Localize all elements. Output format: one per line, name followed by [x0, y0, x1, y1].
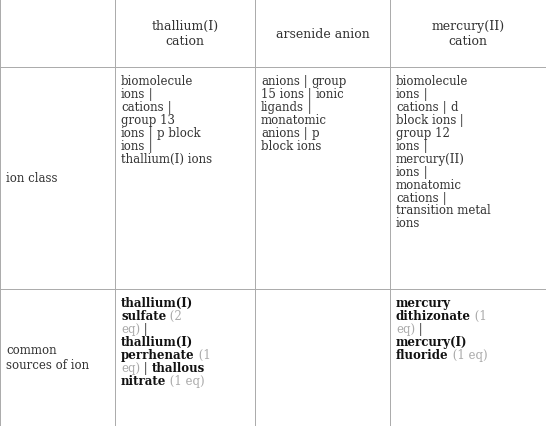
Text: eq): eq) [121, 322, 140, 335]
Text: mercury(II)
cation: mercury(II) cation [431, 20, 505, 48]
Text: |: | [145, 127, 157, 140]
Text: p block: p block [157, 127, 200, 140]
Text: thallium(I) ions: thallium(I) ions [121, 153, 212, 165]
Text: cations: cations [121, 101, 164, 114]
Text: |: | [438, 191, 450, 204]
Text: thallium(I)
cation: thallium(I) cation [151, 20, 218, 48]
Text: d: d [450, 101, 458, 114]
Text: cations: cations [396, 191, 438, 204]
Text: ions: ions [121, 88, 145, 101]
Text: ions: ions [396, 140, 420, 153]
Text: thallous: thallous [151, 361, 205, 374]
Text: cations: cations [396, 101, 438, 114]
Text: (1 eq): (1 eq) [449, 348, 487, 361]
Text: ion class: ion class [6, 172, 57, 185]
Text: ions: ions [121, 140, 145, 153]
Text: common
sources of ion: common sources of ion [6, 344, 89, 371]
Text: p: p [311, 127, 319, 140]
Text: ionic: ionic [316, 88, 344, 101]
Text: group 12: group 12 [396, 127, 450, 140]
Text: |: | [145, 88, 157, 101]
Text: mercury(I): mercury(I) [396, 335, 467, 348]
Text: |: | [420, 140, 432, 153]
Text: biomolecule: biomolecule [121, 75, 193, 88]
Text: (1: (1 [194, 348, 210, 361]
Text: thallium(I): thallium(I) [121, 335, 193, 348]
Text: ions: ions [396, 88, 420, 101]
Text: mercury: mercury [396, 296, 451, 310]
Text: ions: ions [121, 127, 145, 140]
Text: dithizonate: dithizonate [396, 309, 471, 322]
Text: |: | [456, 114, 468, 127]
Text: anions: anions [261, 127, 300, 140]
Text: nitrate: nitrate [121, 374, 167, 387]
Text: group 13: group 13 [121, 114, 175, 127]
Text: |: | [140, 361, 151, 374]
Text: sulfate: sulfate [121, 309, 166, 322]
Text: (1 eq): (1 eq) [167, 374, 205, 387]
Text: eq): eq) [396, 322, 415, 335]
Text: block ions: block ions [261, 140, 322, 153]
Text: |: | [140, 322, 151, 335]
Text: |: | [300, 75, 311, 88]
Text: |: | [304, 88, 316, 101]
Text: |: | [438, 101, 450, 114]
Text: 15 ions: 15 ions [261, 88, 304, 101]
Text: perrhenate: perrhenate [121, 348, 194, 361]
Text: biomolecule: biomolecule [396, 75, 468, 88]
Text: thallium(I): thallium(I) [121, 296, 193, 310]
Text: |: | [420, 165, 432, 178]
Text: eq): eq) [121, 361, 140, 374]
Text: |: | [145, 140, 157, 153]
Text: fluoride: fluoride [396, 348, 449, 361]
Text: transition metal: transition metal [396, 204, 491, 217]
Text: |: | [415, 322, 426, 335]
Text: anions: anions [261, 75, 300, 88]
Text: ions: ions [396, 165, 420, 178]
Text: monatomic: monatomic [396, 178, 462, 191]
Text: ligands: ligands [261, 101, 304, 114]
Text: arsenide anion: arsenide anion [276, 27, 370, 40]
Text: monatomic: monatomic [261, 114, 327, 127]
Text: |: | [300, 127, 311, 140]
Text: |: | [304, 101, 316, 114]
Text: group: group [311, 75, 347, 88]
Text: (2: (2 [166, 309, 182, 322]
Text: ions: ions [396, 217, 420, 230]
Text: (1: (1 [471, 309, 486, 322]
Text: |: | [164, 101, 175, 114]
Text: |: | [420, 88, 432, 101]
Text: mercury(II): mercury(II) [396, 153, 465, 165]
Text: block ions: block ions [396, 114, 456, 127]
